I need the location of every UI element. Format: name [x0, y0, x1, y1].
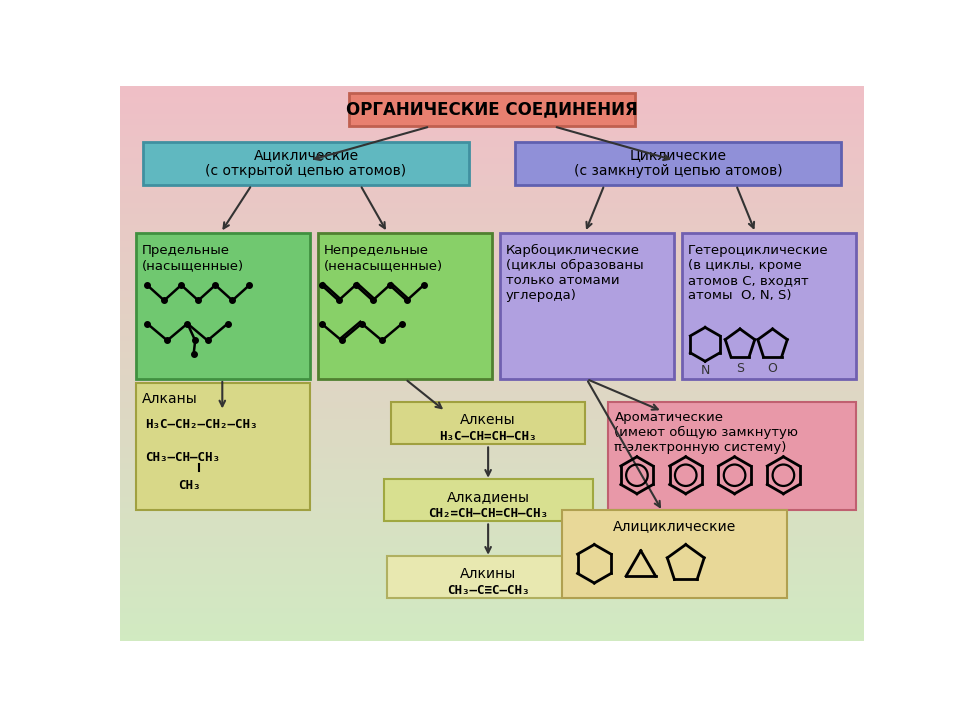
FancyBboxPatch shape: [143, 142, 468, 185]
FancyBboxPatch shape: [682, 233, 856, 379]
Text: Гетероциклические
(в циклы, кроме
атомов С, входят
атомы  O, N, S): Гетероциклические (в циклы, кроме атомов…: [688, 244, 828, 302]
FancyBboxPatch shape: [516, 142, 841, 185]
Text: Алициклические: Алициклические: [612, 519, 735, 533]
FancyBboxPatch shape: [562, 510, 786, 598]
FancyBboxPatch shape: [392, 402, 585, 444]
Text: S: S: [736, 362, 744, 375]
FancyBboxPatch shape: [135, 383, 310, 510]
Text: Алкадиены: Алкадиены: [446, 490, 530, 504]
Text: CH₃–C≡C–CH₃: CH₃–C≡C–CH₃: [446, 584, 529, 597]
FancyBboxPatch shape: [388, 556, 588, 598]
Text: Непредельные
(ненасыщенные): Непредельные (ненасыщенные): [324, 244, 443, 272]
Text: Алканы: Алканы: [142, 392, 198, 406]
Text: Карбоциклические
(циклы образованы
только атомами
углерода): Карбоциклические (циклы образованы тольк…: [506, 244, 643, 302]
Text: H₃C–CH₂–CH₂–CH₃: H₃C–CH₂–CH₂–CH₃: [145, 418, 257, 431]
Text: Ациклические
(с открытой цепью атомов): Ациклические (с открытой цепью атомов): [205, 148, 407, 179]
Text: H₃C–CH=CH–CH₃: H₃C–CH=CH–CH₃: [440, 430, 537, 443]
FancyBboxPatch shape: [383, 479, 592, 521]
Text: Алкины: Алкины: [460, 567, 516, 581]
Text: Алкены: Алкены: [460, 413, 516, 427]
Text: CH₃: CH₃: [179, 479, 201, 492]
FancyBboxPatch shape: [318, 233, 492, 379]
Text: Предельные
(насыщенные): Предельные (насыщенные): [142, 244, 244, 272]
FancyBboxPatch shape: [500, 233, 674, 379]
Text: ОРГАНИЧЕСКИЕ СОЕДИНЕНИЯ: ОРГАНИЧЕСКИЕ СОЕДИНЕНИЯ: [347, 101, 637, 119]
Text: Циклические
(с замкнутой цепью атомов): Циклические (с замкнутой цепью атомов): [574, 148, 782, 179]
FancyBboxPatch shape: [348, 93, 636, 127]
Text: O: O: [768, 362, 778, 375]
FancyBboxPatch shape: [609, 402, 856, 510]
Text: CH₂=CH–CH=CH–CH₃: CH₂=CH–CH=CH–CH₃: [428, 507, 548, 520]
Text: Ароматические
(имеют общую замкнутую
π-электронную систему): Ароматические (имеют общую замкнутую π-э…: [614, 411, 799, 454]
Text: N: N: [701, 364, 709, 377]
Text: CH₃–CH–CH₃: CH₃–CH–CH₃: [145, 451, 220, 464]
FancyBboxPatch shape: [135, 233, 310, 379]
